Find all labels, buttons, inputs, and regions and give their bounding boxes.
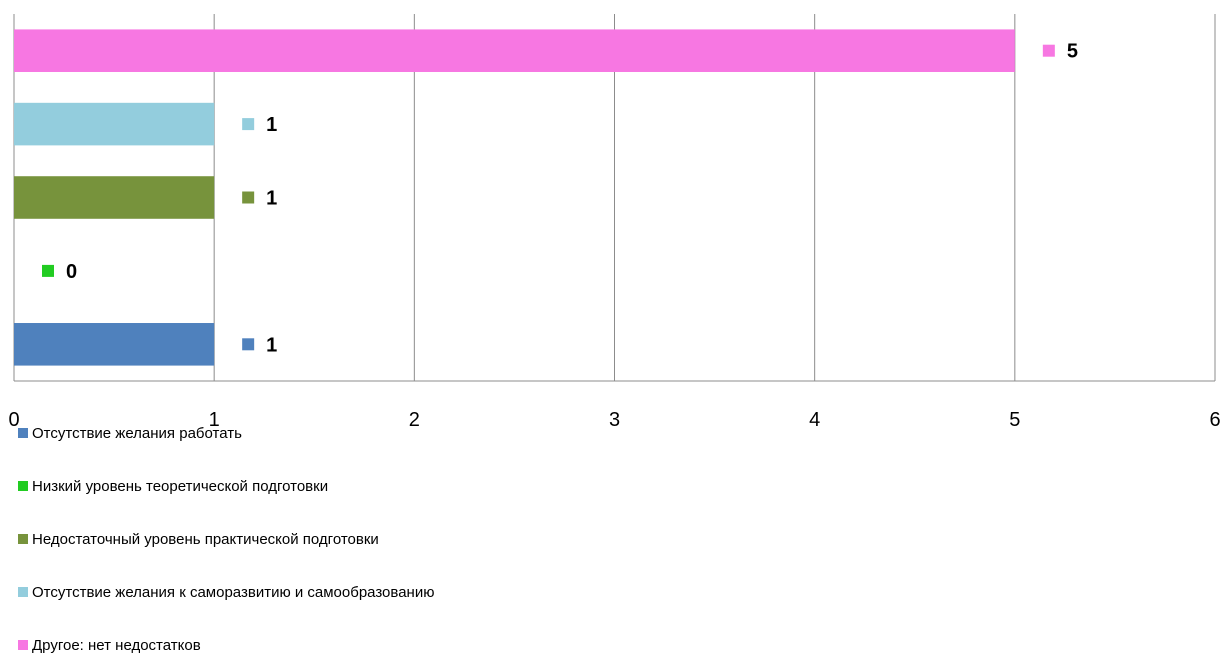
- data-label-swatch: [242, 338, 255, 351]
- bar: [14, 176, 215, 219]
- x-tick-label: 2: [409, 409, 420, 430]
- x-tick-label: 6: [1209, 409, 1220, 430]
- legend-swatch: [18, 534, 28, 545]
- legend-label: Отсутствие желания работать: [32, 425, 242, 442]
- data-label-swatch: [242, 118, 255, 131]
- legend-label: Отсутствие желания к саморазвитию и само…: [32, 584, 435, 601]
- x-axis-ticks: 0 1 2 3 4 5 6: [8, 409, 1220, 430]
- legend-label: Недостаточный уровень практической подго…: [32, 531, 379, 548]
- data-label: 1: [266, 114, 277, 136]
- data-labels: 1 0 1 1 5: [42, 41, 1078, 356]
- bar: [14, 29, 1015, 72]
- legend-item: Недостаточный уровень практической подго…: [18, 530, 379, 550]
- x-tick-label: 0: [8, 409, 19, 430]
- x-tick-label: 1: [209, 409, 220, 430]
- data-label: 1: [266, 334, 277, 356]
- bar-chart: 1 0 1 1 5 0 1 2 3 4 5 6: [8, 14, 1221, 430]
- x-tick-label: 3: [609, 409, 620, 430]
- legend-label: Низкий уровень теоретической подготовки: [32, 478, 329, 495]
- legend-item: Отсутствие желания работать: [18, 424, 242, 444]
- x-tick-label: 4: [809, 409, 820, 430]
- legend-item: Другое: нет недостатков: [18, 636, 201, 656]
- data-label: 1: [266, 188, 277, 210]
- bar: [14, 102, 215, 146]
- data-label-swatch: [242, 191, 255, 204]
- legend-swatch: [18, 587, 28, 598]
- legend-label: Другое: нет недостатков: [32, 637, 201, 654]
- legend-item: Низкий уровень теоретической подготовки: [18, 477, 328, 497]
- legend-swatch: [18, 481, 28, 492]
- legend-swatch: [18, 428, 28, 439]
- data-label-swatch: [1042, 44, 1055, 57]
- bars: [14, 29, 1015, 366]
- legend-item: Отсутствие желания к саморазвитию и само…: [18, 583, 434, 603]
- x-tick-label: 5: [1009, 409, 1020, 430]
- data-label: 0: [66, 261, 77, 283]
- data-label-swatch: [42, 264, 54, 277]
- data-label: 5: [1067, 41, 1078, 63]
- bar: [14, 323, 215, 366]
- gridlines: [13, 14, 1216, 382]
- legend-swatch: [18, 640, 28, 651]
